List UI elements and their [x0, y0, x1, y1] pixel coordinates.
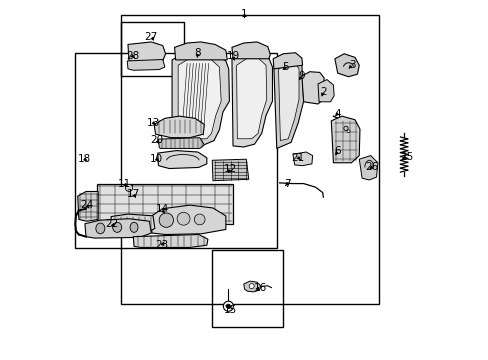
Polygon shape	[231, 42, 270, 59]
Text: 23: 23	[155, 240, 168, 250]
Polygon shape	[158, 150, 206, 168]
Circle shape	[177, 212, 190, 225]
Text: 22: 22	[105, 219, 118, 229]
Polygon shape	[111, 214, 155, 234]
Polygon shape	[158, 138, 204, 148]
Text: 14: 14	[155, 204, 168, 215]
Polygon shape	[359, 156, 377, 180]
Text: 9: 9	[298, 71, 305, 81]
Text: 10: 10	[150, 154, 163, 164]
Circle shape	[159, 213, 173, 227]
Text: 27: 27	[144, 32, 158, 41]
Text: 24: 24	[80, 200, 93, 210]
Polygon shape	[292, 152, 312, 166]
Text: 6: 6	[334, 146, 340, 156]
Text: 21: 21	[291, 153, 305, 163]
Polygon shape	[236, 58, 266, 139]
Polygon shape	[278, 62, 298, 140]
Text: 19: 19	[226, 51, 239, 61]
Polygon shape	[127, 59, 164, 70]
Text: 15: 15	[223, 305, 236, 315]
Ellipse shape	[112, 222, 122, 232]
Polygon shape	[85, 219, 151, 238]
Polygon shape	[273, 53, 302, 69]
Bar	[121, 22, 183, 76]
Polygon shape	[317, 80, 333, 102]
Text: 5: 5	[282, 62, 288, 72]
Circle shape	[194, 214, 204, 225]
Polygon shape	[128, 42, 165, 62]
Polygon shape	[97, 184, 233, 224]
Bar	[121, 15, 378, 304]
Circle shape	[346, 130, 349, 133]
Bar	[211, 250, 283, 327]
Ellipse shape	[96, 223, 104, 234]
Text: 7: 7	[284, 179, 290, 189]
Text: 16: 16	[253, 283, 267, 293]
Polygon shape	[154, 116, 204, 138]
Circle shape	[223, 301, 233, 311]
Text: 17: 17	[126, 189, 140, 199]
Text: 26: 26	[365, 162, 378, 172]
Text: 12: 12	[223, 164, 236, 174]
Circle shape	[125, 184, 132, 192]
Circle shape	[249, 284, 254, 289]
Ellipse shape	[130, 222, 138, 232]
Polygon shape	[301, 72, 324, 104]
Text: 25: 25	[399, 152, 412, 162]
Text: 18: 18	[78, 154, 91, 164]
Text: 1: 1	[241, 9, 247, 19]
Polygon shape	[174, 42, 227, 60]
Text: 3: 3	[348, 60, 355, 70]
Polygon shape	[244, 281, 260, 292]
Text: 8: 8	[194, 48, 201, 58]
Text: 28: 28	[126, 51, 139, 61]
Text: 13: 13	[146, 118, 160, 128]
Polygon shape	[78, 192, 98, 221]
Polygon shape	[334, 54, 359, 77]
Text: 4: 4	[334, 109, 340, 119]
Polygon shape	[231, 53, 272, 147]
Text: 11: 11	[118, 179, 131, 189]
Text: 2: 2	[320, 87, 326, 97]
Polygon shape	[150, 205, 225, 234]
Circle shape	[226, 304, 230, 309]
Polygon shape	[330, 116, 359, 163]
Polygon shape	[133, 234, 207, 247]
Circle shape	[343, 126, 347, 131]
Polygon shape	[178, 57, 221, 139]
Text: 20: 20	[150, 135, 163, 145]
Polygon shape	[273, 59, 303, 148]
Polygon shape	[172, 51, 229, 146]
Polygon shape	[212, 159, 248, 181]
Bar	[75, 53, 276, 248]
